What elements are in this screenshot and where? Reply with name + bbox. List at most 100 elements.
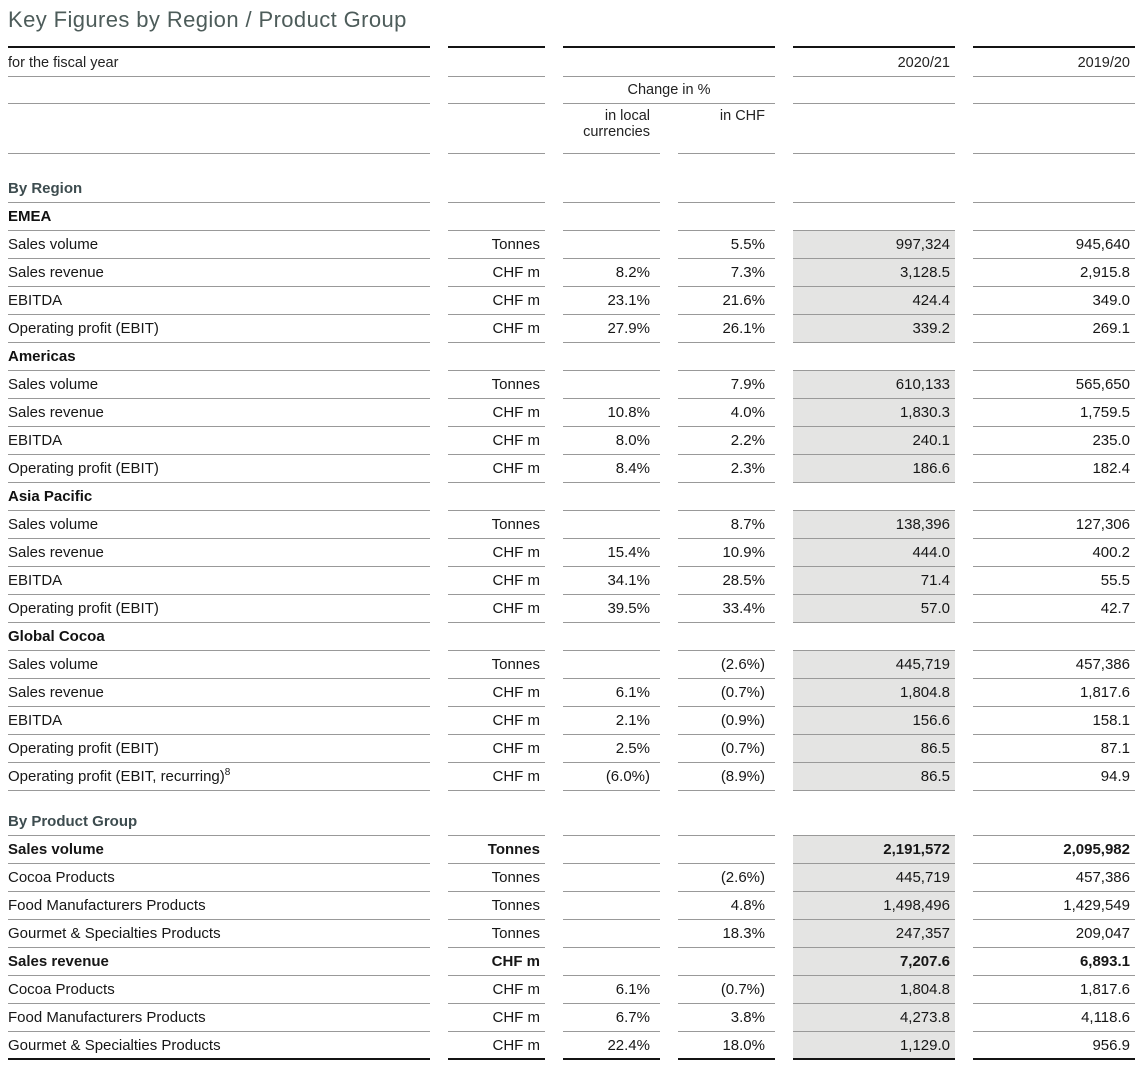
- cell-chf: (2.6%): [678, 651, 775, 679]
- header-row-subcols: in local currencies in CHF: [8, 104, 1135, 154]
- cell-y2020: 1,817.6: [973, 679, 1135, 707]
- cell-text: 2,915.8: [1079, 264, 1130, 281]
- cell-unit: CHF m: [448, 455, 545, 483]
- cell-text: 8.7%: [730, 516, 765, 533]
- cell-chf: [678, 175, 775, 203]
- key-figures-table: for the fiscal year 2020/21 2019/20 Chan…: [8, 46, 1135, 1060]
- cell-y2020: 400.2: [973, 539, 1135, 567]
- cell-text: Tonnes: [491, 869, 540, 886]
- cell-y2021: [793, 343, 955, 371]
- cell-text: EBITDA: [8, 712, 63, 729]
- cell-chf: [678, 808, 775, 836]
- cell-y2020: 2,915.8: [973, 259, 1135, 287]
- cell-y2021: [793, 483, 955, 511]
- cell-chf: 26.1%: [678, 315, 775, 343]
- cell-y2021: 3,128.5: [793, 259, 955, 287]
- cell-text: Asia Pacific: [8, 488, 93, 505]
- cell-text: Sales volume: [8, 656, 99, 673]
- cell-unit: Tonnes: [448, 892, 545, 920]
- cell-chf: 10.9%: [678, 539, 775, 567]
- cell-local: 6.1%: [563, 679, 660, 707]
- table-row: EBITDA CHF m 23.1% 21.6% 424.4 349.0: [8, 287, 1135, 315]
- cell-text: Gourmet & Specialties Products: [8, 925, 221, 942]
- cell-unit: Tonnes: [448, 511, 545, 539]
- cell-y2021: 424.4: [793, 287, 955, 315]
- cell-local: 8.2%: [563, 259, 660, 287]
- table-row: Sales volume Tonnes (2.6%) 445,719 457,386: [8, 651, 1135, 679]
- table-row: Operating profit (EBIT) CHF m 8.4% 2.3% 186.…: [8, 455, 1135, 483]
- cell-unit: Tonnes: [448, 651, 545, 679]
- cell-text: 7.9%: [730, 376, 765, 393]
- cell-text: Gourmet & Specialties Products: [8, 1037, 221, 1054]
- cell-chf: 18.0%: [678, 1032, 775, 1060]
- cell-text: 6.1%: [615, 684, 650, 701]
- cell-text: (0.9%): [720, 712, 765, 729]
- table-row: Operating profit (EBIT) CHF m 39.5% 33.4% 57…: [8, 595, 1135, 623]
- cell-chf: 7.9%: [678, 371, 775, 399]
- cell-unit: Tonnes: [448, 864, 545, 892]
- cell-text: 6.1%: [615, 981, 650, 998]
- cell-text: CHF m: [492, 981, 541, 998]
- cell-text: (2.6%): [720, 656, 765, 673]
- empty-cell: [448, 104, 545, 154]
- cell-local: [563, 175, 660, 203]
- cell-label: Sales revenue: [8, 259, 430, 287]
- table-row: Sales volume Tonnes 5.5% 997,324 945,640: [8, 231, 1135, 259]
- header-row-change: Change in %: [8, 77, 1135, 104]
- cell-label: Operating profit (EBIT): [8, 455, 430, 483]
- cell-chf: 4.0%: [678, 399, 775, 427]
- cell-text: 10.9%: [722, 544, 765, 561]
- cell-chf: [678, 343, 775, 371]
- cell-y2020: 4,118.6: [973, 1004, 1135, 1032]
- cell-text: Cocoa Products: [8, 869, 115, 886]
- cell-y2020: 55.5: [973, 567, 1135, 595]
- cell-unit: CHF m: [448, 539, 545, 567]
- cell-text: (6.0%): [605, 768, 650, 785]
- cell-chf: (0.7%): [678, 976, 775, 1004]
- cell-text: 956.9: [1092, 1037, 1130, 1054]
- cell-text: 28.5%: [722, 572, 765, 589]
- cell-unit: CHF m: [448, 427, 545, 455]
- cell-text: 7.3%: [730, 264, 765, 281]
- cell-chf: 28.5%: [678, 567, 775, 595]
- cell-label: Global Cocoa: [8, 623, 430, 651]
- cell-text: Operating profit (EBIT, recurring): [8, 768, 225, 785]
- cell-y2021: 444.0: [793, 539, 955, 567]
- cell-text: 34.1%: [607, 572, 650, 589]
- cell-chf: 8.7%: [678, 511, 775, 539]
- cell-chf: [678, 483, 775, 511]
- cell-text: Food Manufacturers Products: [8, 1009, 206, 1026]
- cell-local: [563, 892, 660, 920]
- cell-unit: CHF m: [448, 1032, 545, 1060]
- cell-label: Sales volume: [8, 836, 430, 864]
- cell-label: Food Manufacturers Products: [8, 1004, 430, 1032]
- cell-text: 2,191,572: [883, 841, 950, 858]
- cell-text: Operating profit (EBIT): [8, 460, 159, 477]
- cell-text: 945,640: [1075, 236, 1130, 253]
- cell-text: 186.6: [912, 460, 950, 477]
- cell-text: 18.3%: [722, 925, 765, 942]
- in-chf-label: in CHF: [678, 104, 775, 154]
- cell-text: 55.5: [1100, 572, 1130, 589]
- cell-y2020: 94.9: [973, 763, 1135, 791]
- cell-text: 42.7: [1100, 600, 1130, 617]
- cell-text: CHF m: [492, 320, 541, 337]
- cell-label: Sales revenue: [8, 399, 430, 427]
- cell-y2021: [793, 623, 955, 651]
- cell-y2021: 86.5: [793, 735, 955, 763]
- cell-text: CHF m: [492, 768, 541, 785]
- cell-local: [563, 231, 660, 259]
- cell-y2021: [793, 203, 955, 231]
- cell-y2020: [973, 808, 1135, 836]
- cell-local: [563, 920, 660, 948]
- cell-chf: (0.7%): [678, 679, 775, 707]
- cell-text: 445,719: [895, 656, 950, 673]
- cell-unit: CHF m: [448, 948, 545, 976]
- cell-text: 182.4: [1092, 460, 1130, 477]
- cell-text: 457,386: [1075, 656, 1130, 673]
- empty-cell: [973, 104, 1135, 154]
- cell-label: Sales revenue: [8, 948, 430, 976]
- cell-chf: 18.3%: [678, 920, 775, 948]
- cell-unit: CHF m: [448, 1004, 545, 1032]
- table-row: Sales volume Tonnes 2,191,572 2,095,982: [8, 836, 1135, 864]
